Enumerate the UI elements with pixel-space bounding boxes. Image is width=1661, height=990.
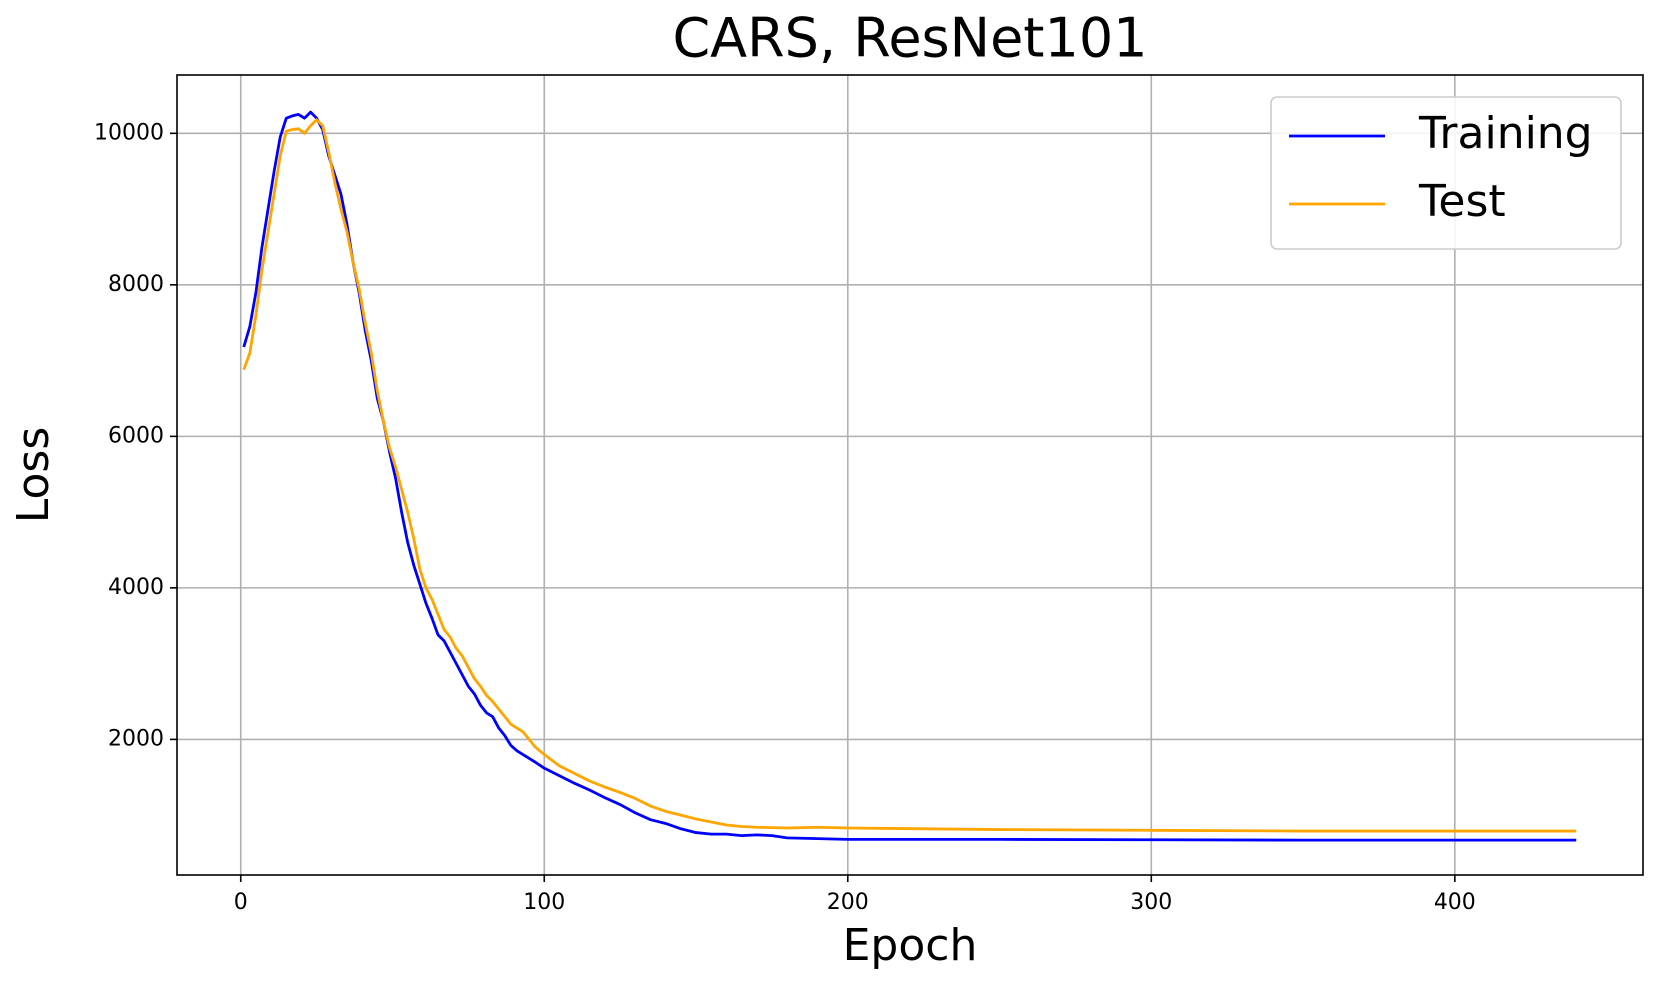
x-tick-label: 400 (1434, 890, 1476, 915)
y-tick-label: 2000 (108, 726, 164, 751)
x-tick-label: 100 (523, 890, 565, 915)
chart-title: CARS, ResNet101 (672, 7, 1147, 70)
y-tick-label: 4000 (108, 575, 164, 600)
data-line (242, 110, 1577, 842)
data-line (242, 118, 1577, 833)
y-tick-label: 10000 (94, 120, 164, 145)
y-axis-label: Loss (8, 427, 59, 524)
y-tick-label: 8000 (108, 272, 164, 297)
legend-label: Training (1418, 108, 1593, 159)
x-tick-label: 0 (234, 890, 248, 915)
x-axis-label: Epoch (843, 920, 978, 971)
x-tick-label: 200 (827, 890, 869, 915)
x-tick-label: 300 (1130, 890, 1172, 915)
legend-label: Test (1418, 176, 1506, 227)
y-tick-label: 6000 (108, 423, 164, 448)
plot-frame (176, 74, 1644, 876)
